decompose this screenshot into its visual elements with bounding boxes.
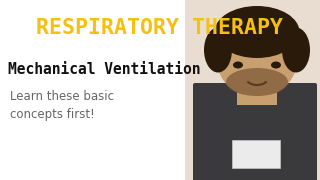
Bar bbox=[237, 75, 277, 105]
Bar bbox=[232, 140, 280, 168]
Ellipse shape bbox=[217, 22, 297, 98]
Ellipse shape bbox=[282, 28, 310, 73]
Text: RESPIRATORY THERAPY: RESPIRATORY THERAPY bbox=[36, 18, 284, 38]
FancyBboxPatch shape bbox=[193, 83, 317, 180]
Text: Mechanical Ventilation: Mechanical Ventilation bbox=[8, 62, 201, 77]
Ellipse shape bbox=[204, 28, 232, 73]
Ellipse shape bbox=[226, 68, 288, 96]
Bar bbox=[185, 0, 320, 180]
Ellipse shape bbox=[233, 62, 243, 69]
Ellipse shape bbox=[214, 6, 300, 58]
Text: Learn these basic
concepts first!: Learn these basic concepts first! bbox=[10, 90, 114, 121]
Ellipse shape bbox=[271, 62, 281, 69]
